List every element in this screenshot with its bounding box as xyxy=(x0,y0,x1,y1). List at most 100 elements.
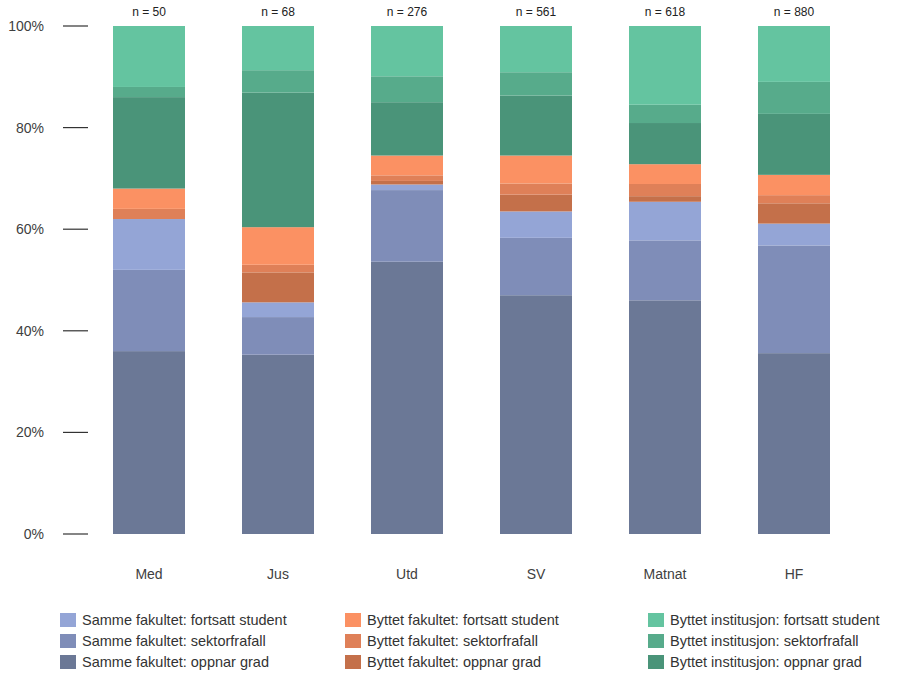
legend-label: Samme fakultet: oppnar grad xyxy=(82,654,269,670)
bar-segment xyxy=(500,96,572,156)
annotation: n = 880 xyxy=(774,5,815,19)
bar-segment xyxy=(371,102,443,155)
bar-segment xyxy=(629,105,701,123)
bar-segment xyxy=(242,272,314,302)
bar-segment xyxy=(500,183,572,194)
bar-segment xyxy=(113,26,185,87)
y-tick xyxy=(63,25,88,26)
annotation: n = 68 xyxy=(261,5,295,19)
bar-segment xyxy=(371,175,443,181)
bar-segment xyxy=(758,353,830,534)
bar-segment xyxy=(629,202,701,241)
y-tick-label: 20% xyxy=(16,424,44,440)
legend-label: Byttet institusjon: fortsatt student xyxy=(670,612,880,628)
bar-segment xyxy=(113,97,185,188)
bar-segment xyxy=(629,123,701,164)
y-tick xyxy=(63,330,88,331)
bar-segment xyxy=(500,195,572,212)
bar-segment xyxy=(242,265,314,273)
legend-swatch xyxy=(60,655,76,669)
legend-label: Byttet fakultet: sektorfrafall xyxy=(367,633,538,649)
y-tick-label: 80% xyxy=(16,120,44,136)
x-axis: Med Jus Utd SV Matnat HF xyxy=(135,566,803,582)
bar-segment xyxy=(500,211,572,237)
bar-segment xyxy=(500,295,572,534)
bar-segment xyxy=(242,302,314,317)
legend-swatch xyxy=(648,655,664,669)
y-tick-label: 100% xyxy=(8,18,44,34)
annotation: n = 50 xyxy=(132,5,166,19)
bar-segment xyxy=(113,270,185,351)
x-tick-label: Jus xyxy=(267,566,289,582)
bar-segment xyxy=(758,224,830,246)
bar-segment xyxy=(371,262,443,534)
y-tick xyxy=(63,533,88,534)
bar-segment xyxy=(758,175,830,195)
bar-segment xyxy=(242,26,314,70)
y-tick-label: 40% xyxy=(16,323,44,339)
y-tick xyxy=(63,229,88,230)
bar-segment xyxy=(371,76,443,102)
bar-segment xyxy=(758,203,830,223)
bar-segment xyxy=(113,87,185,97)
legend-label: Samme fakultet: fortsatt student xyxy=(82,612,287,628)
bar-segment xyxy=(371,184,443,190)
bar-segment xyxy=(758,82,830,114)
bar-segment xyxy=(629,196,701,202)
bar-segment xyxy=(242,93,314,228)
bar-segment xyxy=(113,189,185,209)
bar-segment xyxy=(242,317,314,355)
bar-segment xyxy=(113,209,185,219)
y-axis: 0% 20% 40% 60% 80% 100% xyxy=(8,18,88,542)
legend-swatch xyxy=(345,655,361,669)
y-tick-label: 0% xyxy=(24,526,44,542)
legend-label: Byttet fakultet: oppnar grad xyxy=(367,654,541,670)
y-tick xyxy=(63,432,88,433)
legend-label: Byttet fakultet: fortsatt student xyxy=(367,612,559,628)
bar-segment xyxy=(629,164,701,184)
bar-segment xyxy=(371,190,443,262)
x-tick-label: HF xyxy=(785,566,804,582)
bar-segment xyxy=(629,300,701,534)
bar-segment xyxy=(629,26,701,105)
bar-segment xyxy=(629,240,701,300)
bar-segment xyxy=(500,26,572,72)
legend-label: Samme fakultet: sektorfrafall xyxy=(82,633,266,649)
legend-swatch xyxy=(648,613,664,627)
bars xyxy=(113,26,830,534)
x-tick-label: Matnat xyxy=(644,566,687,582)
y-tick-label: 60% xyxy=(16,221,44,237)
x-tick-label: Utd xyxy=(396,566,418,582)
x-tick-label: Med xyxy=(135,566,162,582)
annotation: n = 276 xyxy=(387,5,428,19)
bar-segment xyxy=(758,245,830,353)
bar-segment xyxy=(242,227,314,265)
legend-swatch xyxy=(345,613,361,627)
bar-segment xyxy=(758,114,830,175)
legend-swatch xyxy=(345,634,361,648)
bar-segment xyxy=(242,355,314,534)
annotation: n = 618 xyxy=(645,5,686,19)
bar-segment xyxy=(113,219,185,270)
bar-segment xyxy=(113,351,185,534)
legend-swatch xyxy=(648,634,664,648)
bar-segment xyxy=(758,195,830,203)
legend-swatch xyxy=(60,613,76,627)
chart: 0% 20% 40% 60% 80% 100% Med Jus Utd SV Matnat HF n =… xyxy=(0,0,903,677)
bar-segment xyxy=(371,156,443,176)
bar-segment xyxy=(500,72,572,95)
legend-label: Byttet institusjon: sektorfrafall xyxy=(670,633,859,649)
bar-segment xyxy=(371,26,443,76)
legend-label: Byttet institusjon: oppnar grad xyxy=(670,654,862,670)
annotation: n = 561 xyxy=(516,5,557,19)
y-tick xyxy=(63,127,88,128)
bar-segment xyxy=(500,238,572,295)
bar-segment xyxy=(500,156,572,184)
legend-swatch xyxy=(60,634,76,648)
bar-segment xyxy=(758,26,830,82)
bar-segment xyxy=(242,70,314,92)
bar-segment xyxy=(629,184,701,196)
legend: Samme fakultet: oppnar grad Samme fakulte… xyxy=(60,612,880,670)
x-tick-label: SV xyxy=(527,566,546,582)
bar-segment xyxy=(371,181,443,185)
